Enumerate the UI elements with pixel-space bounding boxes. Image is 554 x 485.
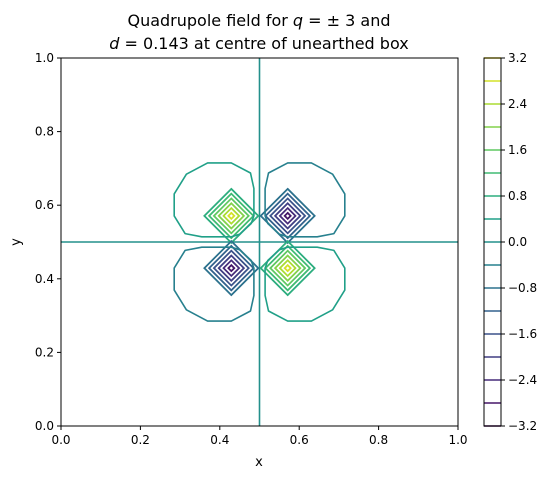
contour-level-neg: [278, 206, 297, 225]
contour-outer-lobe: [264, 246, 346, 322]
contour-outer-lobe: [264, 162, 346, 238]
chart-title-line-2: d = 0.143 at centre of unearthed box: [109, 34, 408, 53]
contour-level-pos: [278, 259, 297, 278]
contour-level-neg: [222, 259, 241, 278]
contour-level-neg: [212, 249, 250, 287]
chart-title-line-1: Quadrupole field for q = ± 3 and: [127, 11, 390, 30]
contour-level-neg: [207, 244, 255, 292]
contour-outer-lobe: [173, 246, 255, 322]
contour-level-pos: [283, 263, 292, 273]
contour-level-pos: [264, 244, 312, 292]
plot-frame: [60, 57, 459, 427]
contour-level-pos: [203, 187, 260, 245]
y-tick-label: 1.0: [35, 51, 54, 65]
y-tick-label: 0.8: [35, 125, 54, 139]
colorbar-tick-label: −1.6: [508, 327, 537, 341]
contour-outer-lobe: [173, 162, 255, 238]
y-axis-ticks: 0.0 0.2 0.4 0.6 0.8 1.0: [35, 51, 61, 433]
colorbar: 3.2 2.4 1.6 0.8 0.0 −0.8 −1.6 −2.4 −3.2: [483, 51, 537, 433]
colorbar-tick-label: 0.8: [508, 189, 527, 203]
colorbar-tick-label: 3.2: [508, 51, 527, 65]
contour-level-neg: [259, 187, 316, 245]
contour-level-pos: [212, 197, 250, 235]
contour-level-neg: [269, 197, 307, 235]
contour-level-pos: [269, 249, 307, 287]
colorbar-tick-label: −2.4: [508, 373, 537, 387]
y-axis-label: y: [9, 238, 24, 246]
x-tick-label: 1.0: [448, 433, 467, 447]
colorbar-tick-label: −0.8: [508, 281, 537, 295]
x-tick-label: 0.0: [51, 433, 70, 447]
contour-level-neg: [227, 263, 236, 273]
contour-level-pos: [217, 202, 246, 230]
contour-level-neg: [264, 192, 312, 240]
colorbar-tick-label: 0.0: [508, 235, 527, 249]
contour-level-pos: [273, 254, 302, 282]
contour-level-neg: [217, 254, 246, 282]
contour-level-pos: [227, 211, 236, 221]
x-tick-label: 0.4: [210, 433, 229, 447]
colorbar-tick-label: 2.4: [508, 97, 527, 111]
x-axis-label: x: [255, 455, 263, 470]
contour-level-neg: [273, 202, 302, 230]
y-tick-label: 0.0: [35, 419, 54, 433]
contour-level-pos: [222, 206, 241, 225]
colorbar-tick-label: 1.6: [508, 143, 527, 157]
plot-border: [60, 57, 459, 427]
x-axis-ticks: 0.0 0.2 0.4 0.6 0.8 1.0: [51, 426, 468, 447]
contour-level-neg: [283, 211, 292, 221]
contour-lines: [61, 58, 458, 426]
x-tick-label: 0.2: [131, 433, 150, 447]
contour-level-pos: [207, 192, 255, 240]
colorbar-tick-label: −3.2: [508, 419, 537, 433]
y-tick-label: 0.4: [35, 272, 54, 286]
y-tick-label: 0.6: [35, 198, 54, 212]
y-tick-label: 0.2: [35, 345, 54, 359]
x-tick-label: 0.6: [290, 433, 309, 447]
x-tick-label: 0.8: [369, 433, 388, 447]
